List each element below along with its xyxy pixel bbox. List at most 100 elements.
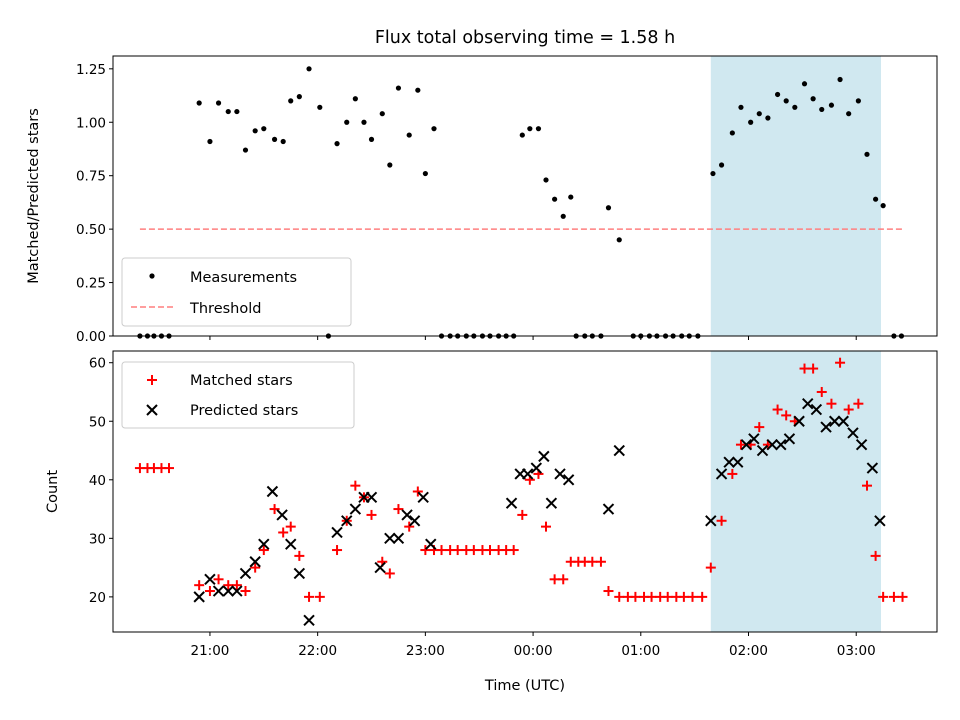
y-tick-label: 40 [89, 473, 106, 489]
predicted-star-point [408, 515, 421, 527]
measurement-point [819, 106, 825, 113]
predicted-star-point [293, 567, 306, 580]
matched-star-point [314, 591, 325, 602]
matched-star-point [240, 586, 251, 597]
matched-star-point [258, 545, 269, 556]
measurement-point [543, 177, 549, 183]
top-x-ticks [209, 336, 857, 340]
matched-star-point [269, 504, 280, 515]
predicted-star-point [193, 591, 205, 603]
matched-star-point [878, 591, 889, 602]
matched-star-point [404, 521, 415, 532]
bottom-x-ticks: 21:00 22:00 23:00 00:00 01:00 02:00 03:00 [190, 632, 876, 659]
measurement-point [828, 102, 835, 108]
y-tick-label: 20 [89, 590, 106, 606]
y-tick-label: 1.00 [76, 115, 106, 131]
matched-star-point [558, 574, 569, 585]
measurement-point [431, 126, 437, 132]
matched-star-point [468, 545, 479, 556]
measurement-point [756, 111, 762, 117]
predicted-star-point [331, 526, 343, 539]
predicted-star-point [810, 403, 823, 416]
measurement-point [792, 104, 798, 110]
measurement-point [837, 76, 843, 83]
measurement-point [334, 141, 340, 147]
matched-star-point [350, 480, 361, 491]
matched-star-point [508, 545, 519, 556]
measurement-point [880, 203, 886, 209]
bottom-legend: Matched stars Predicted stars [121, 361, 355, 429]
predicted-star-point [276, 509, 288, 521]
predicted-star-point [530, 462, 543, 474]
matched-star-point [412, 486, 423, 497]
predicted-star-point [303, 614, 315, 626]
x-axis-label: Time (UTC) [484, 678, 565, 694]
matched-star-point [705, 562, 716, 573]
measurement-point [560, 213, 566, 219]
measurement-point [242, 147, 249, 153]
measurement-point [527, 126, 533, 132]
legend-marker-predicted-stars [146, 404, 158, 416]
legend-label-threshold: Threshold [189, 301, 261, 317]
matched-star-point [843, 404, 854, 415]
predicted-star-point [545, 497, 558, 509]
x-tick-label: 21:00 [190, 643, 229, 659]
bottom-y-ticks: 20 30 40 50 60 [89, 356, 113, 606]
predicted-star-point [613, 444, 625, 457]
matched-star-point [213, 574, 224, 585]
predicted-star-point [748, 433, 760, 445]
bottom-highlight-span [710, 351, 881, 632]
bottom-y-axis-label: Count [45, 470, 61, 513]
matched-star-point [603, 586, 614, 597]
matched-star-point [231, 580, 242, 591]
measurement-point [368, 136, 375, 142]
predicted-star-point [204, 573, 216, 586]
measurement-point [288, 98, 294, 104]
predicted-star-point [266, 485, 279, 498]
measurement-point [846, 111, 852, 117]
measurement-point [855, 98, 861, 104]
y-tick-label: 50 [89, 414, 106, 430]
matched-star-point [332, 545, 343, 556]
measurement-point [738, 104, 744, 110]
predicted-star-point [401, 509, 413, 521]
predicted-star-point [239, 567, 252, 580]
measurement-point [361, 119, 367, 125]
predicted-star-point [554, 468, 566, 480]
matched-star-point [662, 591, 673, 602]
matched-star-point [595, 556, 606, 567]
x-tick-label: 03:00 [837, 643, 876, 659]
matched-star-point [897, 591, 908, 602]
top-y-axis-label: Matched/Predicted stars [26, 108, 42, 284]
predicted-star-point [374, 561, 386, 574]
predicted-star-point [249, 556, 261, 568]
matched-star-point [204, 586, 215, 597]
matched-star-point [816, 386, 827, 397]
matched-star-point [285, 521, 296, 532]
measurement-point [379, 111, 385, 117]
chart-title: Flux total observing time = 1.58 h [375, 28, 675, 48]
measurement-point [271, 136, 278, 142]
predicted-star-point [820, 421, 832, 433]
matched-star-point [278, 527, 289, 538]
predicted-star-point [341, 515, 353, 527]
measurement-point [810, 96, 816, 102]
predicted-star-point [775, 438, 787, 451]
matched-star-point [870, 550, 881, 561]
predicted-star-point [756, 444, 769, 457]
predicted-star-point [425, 538, 437, 550]
matched-star-point [294, 550, 305, 561]
legend-marker-measurements [149, 273, 155, 279]
top-panel: 0.00 0.25 0.50 0.75 1.00 1.25 Flux total obse… [26, 28, 938, 345]
matched-star-point [697, 591, 708, 602]
measurement-point [519, 132, 525, 138]
y-tick-label: 0.50 [76, 222, 106, 238]
measurement-point [552, 196, 558, 202]
y-tick-label: 60 [89, 356, 106, 372]
legend-label-measurements: Measurements [190, 270, 297, 286]
measurement-point [765, 115, 771, 121]
bottom-legend-box [121, 361, 355, 429]
matched-star-point [436, 545, 447, 556]
measurement-point [605, 205, 612, 211]
measurement-point [306, 66, 312, 72]
